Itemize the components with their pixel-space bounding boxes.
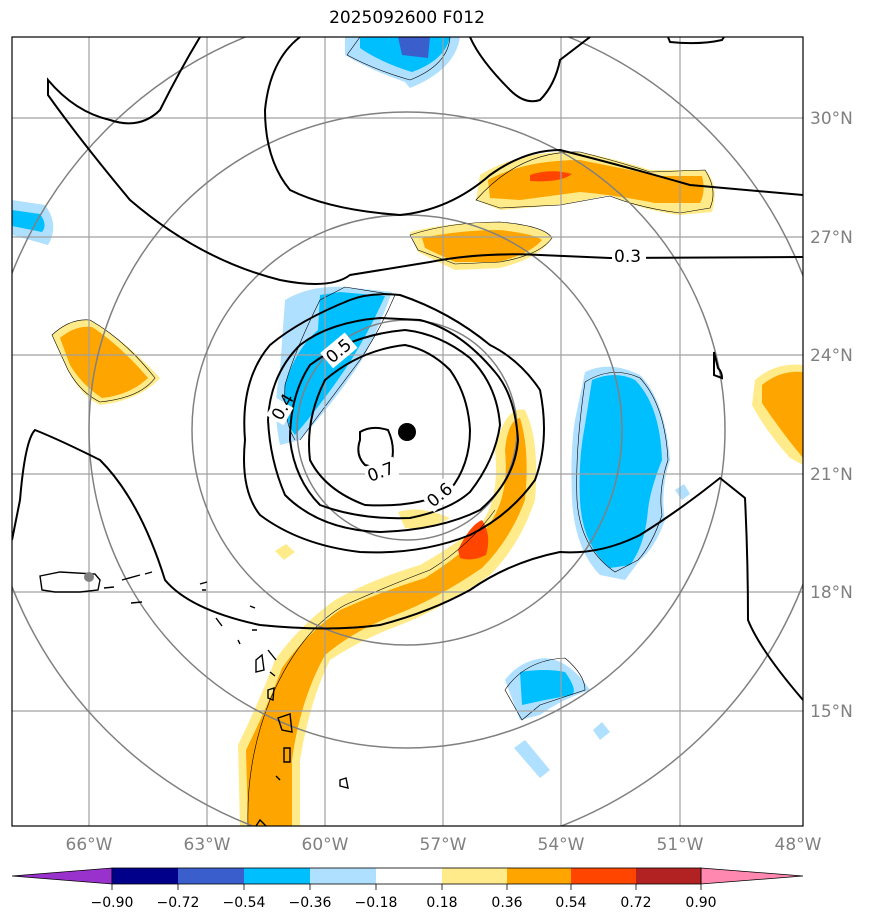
lon-label: 66°W	[66, 835, 113, 855]
negative-small-3	[675, 484, 690, 500]
gray-point	[84, 572, 94, 582]
colorbar-label: −0.54	[223, 895, 266, 911]
negative-shading	[12, 37, 690, 778]
storm-center-dot	[398, 423, 416, 441]
colorbar-low-arrow	[11, 867, 113, 885]
colorbar-bin	[244, 868, 310, 884]
colorbar-bin	[442, 868, 507, 884]
colorbar-label: 0.36	[491, 895, 522, 911]
contour-06	[288, 328, 502, 520]
contour-065	[308, 343, 472, 507]
contour-lines	[12, 37, 803, 701]
colorbar-bin	[178, 868, 244, 884]
puerto-rico	[39, 571, 101, 593]
colorbar-bin	[507, 868, 571, 884]
positive-small	[275, 544, 295, 560]
positive-band-near-center	[398, 509, 450, 529]
colorbar-label: 0.54	[555, 895, 586, 911]
colorbar-label: −0.90	[91, 895, 134, 911]
contour-05	[266, 316, 520, 534]
coastlines	[39, 571, 349, 826]
positive-long-core	[246, 418, 527, 826]
lat-label: 30°N	[810, 109, 853, 129]
lat-label: 15°N	[810, 702, 853, 722]
contour-03-north	[47, 37, 803, 285]
range-rings	[12, 37, 803, 826]
lon-label: 51°W	[657, 835, 704, 855]
contour-03-south	[12, 428, 803, 701]
lon-label: 63°W	[184, 835, 231, 855]
colorbar-label: 0.18	[426, 895, 457, 911]
map-area: 0.3 0.4 0.5 0.6 0.7	[12, 37, 803, 826]
lon-label: 57°W	[420, 835, 467, 855]
positive-core-east	[762, 371, 803, 458]
colorbar-bin	[112, 868, 178, 884]
positive-core-28n	[488, 160, 704, 203]
contour-03-north2	[263, 37, 803, 217]
lon-label: 54°W	[538, 835, 585, 855]
colorbar-label: −0.36	[289, 895, 332, 911]
longitude-labels: 66°W 63°W 60°W 57°W 54°W 51°W 48°W	[66, 835, 822, 855]
contour-top-mid	[469, 37, 591, 103]
latitude-labels: 30°N 27°N 24°N 21°N 18°N 15°N	[810, 109, 853, 722]
negative-top-strong	[398, 37, 430, 58]
contour-04	[243, 293, 545, 554]
colorbar-label: −0.18	[355, 895, 398, 911]
negative-east-mid	[579, 375, 662, 568]
contour-top-right	[667, 37, 725, 45]
negative-edge-west-mid	[12, 210, 45, 232]
colorbar-label: 0.90	[685, 895, 716, 911]
contour-east-small	[713, 351, 724, 380]
negative-small-2	[593, 722, 610, 740]
map-frame	[11, 36, 804, 827]
colorbar-high-arrow	[700, 867, 804, 885]
contour-label-03: 0.3	[614, 247, 641, 267]
colorbar-bin	[571, 868, 636, 884]
lat-label: 24°N	[810, 346, 853, 366]
lon-label: 60°W	[302, 835, 349, 855]
map-title: 2025092600 F012	[329, 8, 485, 28]
lon-label: 48°W	[775, 835, 822, 855]
lat-label: 27°N	[810, 228, 853, 248]
positive-core-west	[60, 326, 148, 398]
colorbar-bin	[310, 868, 376, 884]
positive-shading	[52, 151, 803, 826]
negative-small-1	[514, 740, 550, 778]
lat-label: 21°N	[810, 465, 853, 485]
colorbar: −0.90 −0.72 −0.54 −0.36 −0.18 0.18 0.36 …	[11, 867, 804, 911]
lat-label: 18°N	[810, 583, 853, 603]
colorbar-label: 0.72	[620, 895, 651, 911]
colorbar-bin	[636, 868, 701, 884]
colorbar-bin	[376, 868, 442, 884]
colorbar-label: −0.72	[157, 895, 200, 911]
